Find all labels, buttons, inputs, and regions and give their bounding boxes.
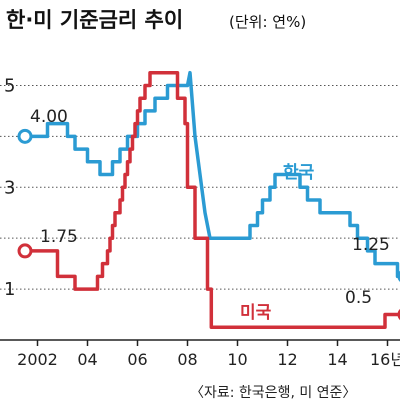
korea-start-marker xyxy=(17,128,33,144)
korea-rate-line xyxy=(23,70,400,279)
series-group xyxy=(17,70,400,330)
x-tick-label: 2002 xyxy=(17,350,58,369)
y-tick-labels: 5 3 1 xyxy=(4,75,15,300)
x-tick-label: 12 xyxy=(277,350,297,369)
series-label-korea: 한국 xyxy=(283,163,315,183)
x-tick-label: 10 xyxy=(227,350,247,369)
us-start-marker xyxy=(17,243,33,259)
series-label-us: 미국 xyxy=(240,303,272,323)
x-tick-labels: 2002 04 06 08 10 12 14 16년 xyxy=(17,350,400,369)
y-tick-label: 5 xyxy=(4,75,15,96)
y-tick-label: 1 xyxy=(4,279,15,300)
x-tick-label: 08 xyxy=(177,350,197,369)
x-tick-label: 06 xyxy=(127,350,147,369)
chart-unit: (단위: 연%) xyxy=(229,13,306,31)
x-tick-label: 14 xyxy=(327,350,347,369)
korea-start-value: 4.00 xyxy=(30,107,68,127)
x-tick-label: 16년 xyxy=(370,350,400,369)
chart-title: 한·미 기준금리 추이 xyxy=(6,8,183,32)
x-tick-label: 04 xyxy=(77,350,97,369)
us-start-value: 1.75 xyxy=(40,227,78,247)
us-rate-line xyxy=(23,70,400,330)
y-tick-label: 3 xyxy=(4,177,15,198)
us-end-value: 0.5 xyxy=(345,288,372,308)
source-note: 〈자료: 한국은행, 미 연준〉 xyxy=(190,385,356,401)
x-axis xyxy=(0,339,400,346)
korea-end-value: 1.25 xyxy=(352,235,390,255)
